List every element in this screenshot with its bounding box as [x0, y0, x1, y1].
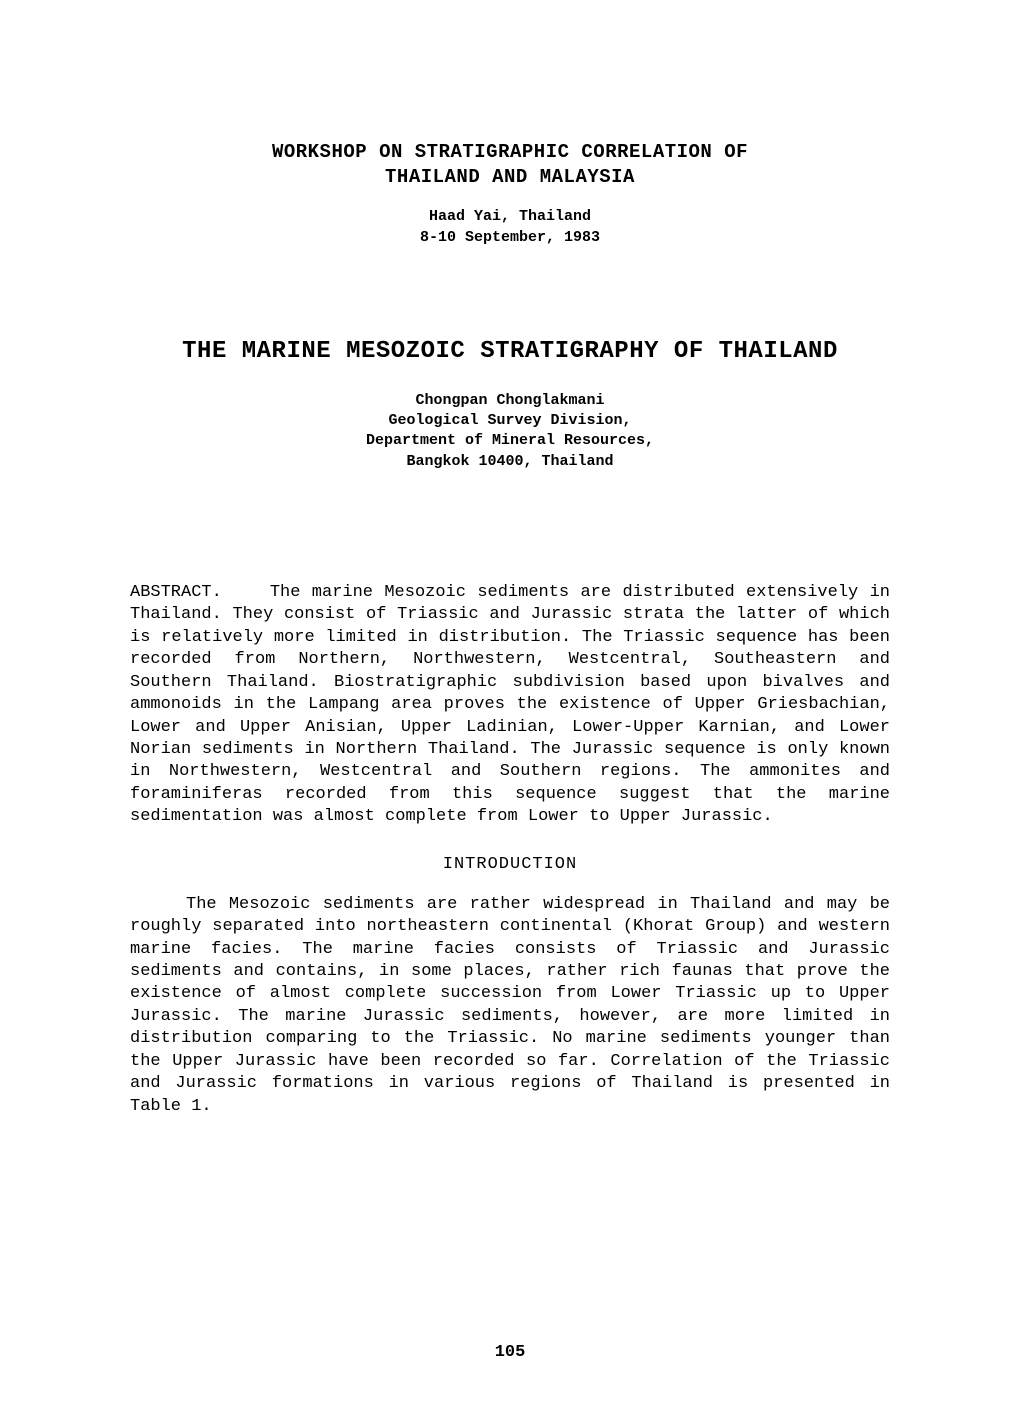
paper-title: THE MARINE MESOZOIC STRATIGRAPHY OF THAI…: [130, 338, 890, 365]
author-block: Chongpan Chonglakmani Geological Survey …: [130, 391, 890, 472]
page-number: 105: [0, 1343, 1020, 1362]
author-name: Chongpan Chonglakmani: [130, 391, 890, 411]
affiliation-line3: Bangkok 10400, Thailand: [130, 452, 890, 472]
introduction-paragraph: The Mesozoic sediments are rather widesp…: [130, 894, 890, 1118]
page-content: WORKSHOP ON STRATIGRAPHIC CORRELATION OF…: [0, 0, 1020, 1118]
abstract-block: ABSTRACT.The marine Mesozoic sediments a…: [130, 582, 890, 829]
workshop-location: Haad Yai, Thailand: [130, 207, 890, 227]
abstract-label: ABSTRACT.: [130, 583, 222, 602]
affiliation-line2: Department of Mineral Resources,: [130, 431, 890, 451]
abstract-text: The marine Mesozoic sediments are distri…: [130, 583, 890, 826]
affiliation-line1: Geological Survey Division,: [130, 411, 890, 431]
workshop-meta: Haad Yai, Thailand 8-10 September, 1983: [130, 207, 890, 248]
workshop-heading-line1: WORKSHOP ON STRATIGRAPHIC CORRELATION OF: [130, 140, 890, 165]
introduction-heading: INTRODUCTION: [130, 855, 890, 874]
workshop-heading-line2: THAILAND AND MALAYSIA: [130, 165, 890, 190]
workshop-heading: WORKSHOP ON STRATIGRAPHIC CORRELATION OF…: [130, 140, 890, 189]
workshop-dates: 8-10 September, 1983: [130, 228, 890, 248]
